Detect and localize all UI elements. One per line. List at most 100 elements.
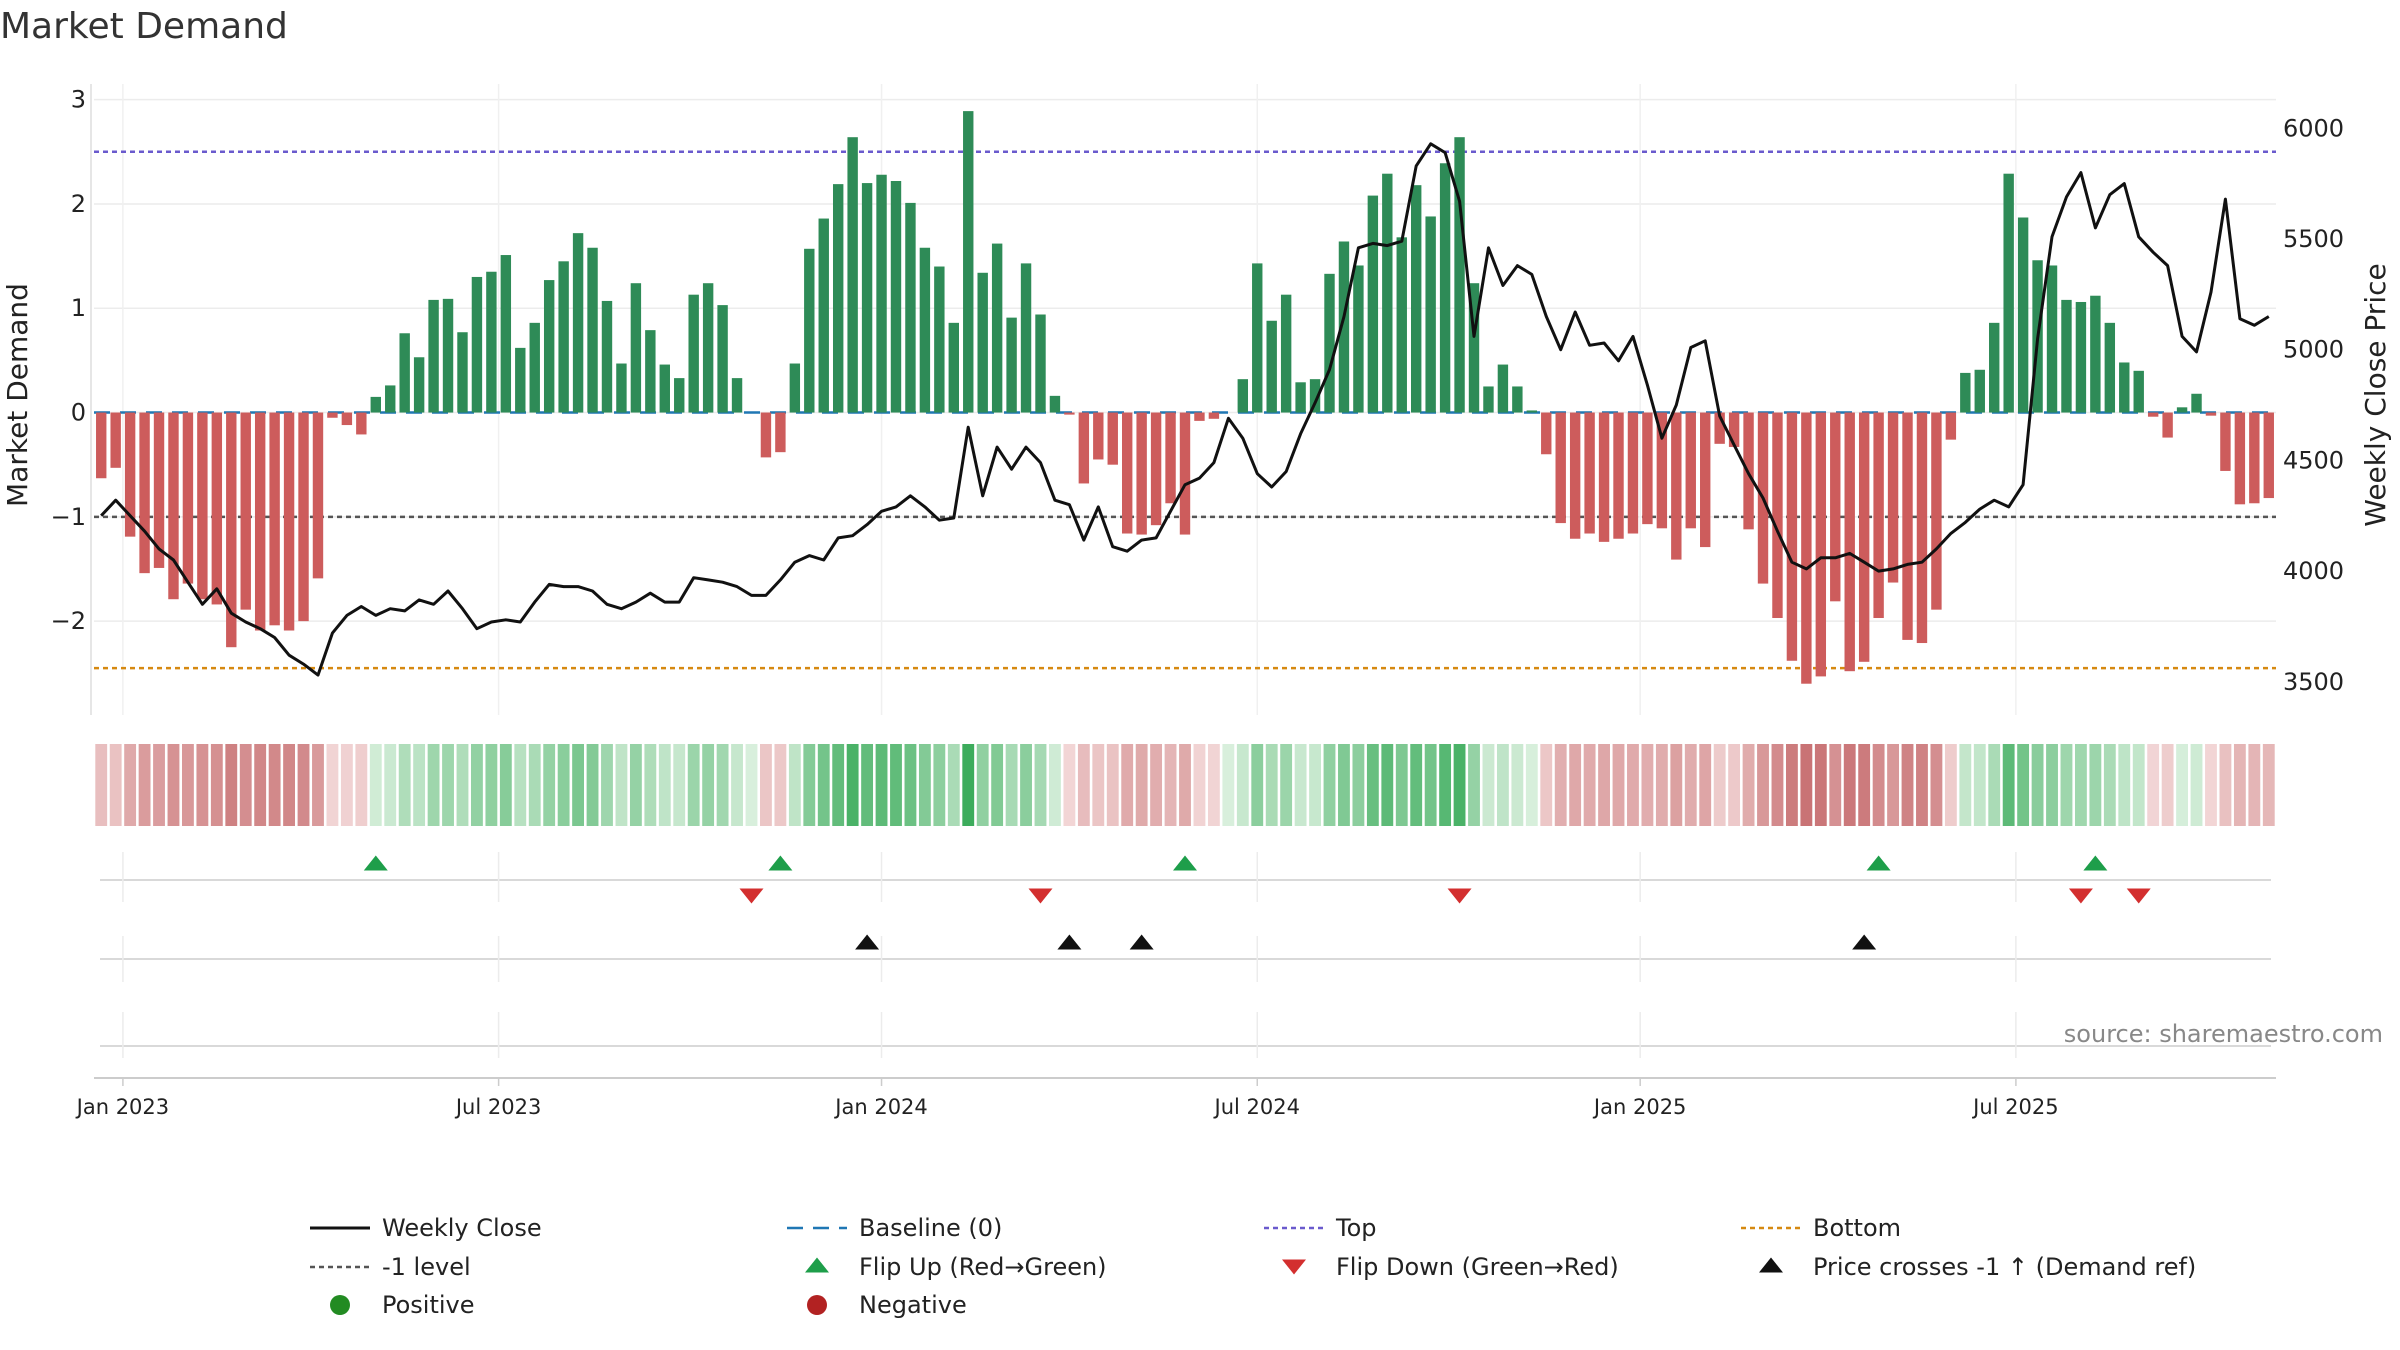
heat-cell <box>543 744 556 826</box>
demand-bar <box>1252 263 1263 413</box>
heat-cell <box>1251 744 1264 826</box>
heat-cell <box>1366 744 1379 826</box>
heat-cell <box>1381 744 1394 826</box>
heat-cell <box>210 744 223 826</box>
demand-bar <box>2147 412 2159 417</box>
heat-cell <box>1106 744 1119 826</box>
heat-cell <box>1424 744 1437 826</box>
demand-bar <box>1858 412 1870 662</box>
heat-cell <box>1988 744 2001 826</box>
heat-cell <box>1164 744 1177 826</box>
demand-bar <box>1714 412 1725 444</box>
demand-bar <box>1945 412 1957 440</box>
heat-cell <box>601 744 613 826</box>
demand-bar <box>1512 386 1523 413</box>
demand-bar <box>731 378 743 413</box>
heat-cell <box>875 744 888 826</box>
demand-bar <box>890 180 902 413</box>
y2-tick-label: 4000 <box>2283 557 2344 585</box>
demand-bar <box>717 305 728 413</box>
demand-bar <box>269 412 280 626</box>
heat-cell <box>1468 744 1480 826</box>
demand-bar <box>110 412 121 468</box>
demand-bar <box>645 330 656 413</box>
demand-bar <box>428 299 439 413</box>
heat-cell <box>2205 744 2217 826</box>
heat-cell <box>1554 744 1567 826</box>
axes: 3 2 1 0 −1 −2 6000 5500 5000 4500 4000 3500 <box>51 84 2344 715</box>
heat-cell <box>1569 744 1582 826</box>
flip-up-marker <box>1173 855 1197 871</box>
heat-cell <box>1713 744 1726 826</box>
legend-item: Price crosses -1 ↑ (Demand ref) <box>1759 1253 2196 1281</box>
legend-item: Top <box>1264 1214 1377 1242</box>
heat-cell <box>1005 744 1018 826</box>
heat-cell <box>1814 744 1827 826</box>
demand-bar <box>2119 362 2130 413</box>
demand-bar <box>847 137 858 413</box>
legend-label: Weekly Close <box>382 1214 542 1242</box>
heat-cell <box>832 744 845 826</box>
heat-cell <box>658 744 671 826</box>
demand-bar <box>1425 216 1436 413</box>
price-line <box>100 142 2270 677</box>
heat-cell <box>1077 744 1090 826</box>
heat-cell <box>398 744 411 826</box>
heat-cell <box>1525 744 1538 826</box>
demand-bar <box>471 276 483 413</box>
heat-cell <box>1959 744 1972 826</box>
heat-cell <box>2017 744 2030 826</box>
demand-bar <box>963 111 974 413</box>
heat-cell <box>1482 744 1495 826</box>
demand-bar <box>399 333 410 413</box>
demand-bar <box>1584 412 1595 534</box>
legend: Weekly Close Baseline (0) Top Bottom -1 leve… <box>310 1214 2196 1319</box>
legend-item: Flip Down (Green→Red) <box>1282 1253 1619 1281</box>
heat-cell <box>1121 744 1134 826</box>
heat-cell <box>182 744 194 826</box>
y2-tick-label: 3500 <box>2283 668 2344 696</box>
heat-cell <box>1280 744 1293 826</box>
heat-cell <box>991 744 1004 826</box>
chart-title: Market Demand <box>0 6 288 47</box>
demand-bar <box>2234 412 2246 505</box>
demand-bar <box>905 202 916 413</box>
heat-cell <box>1395 744 1408 826</box>
heat-cell <box>167 744 180 826</box>
demand-bar <box>1916 412 1928 644</box>
heat-cell <box>1612 744 1625 826</box>
heat-cell <box>1222 744 1235 826</box>
demand-bar <box>1468 283 1480 413</box>
demand-bar <box>948 322 959 413</box>
demand-bar <box>1064 412 1075 415</box>
demand-bar <box>1396 237 1407 413</box>
heat-cell <box>239 744 252 826</box>
demand-bar <box>1873 412 1884 619</box>
flip-up-marker <box>2083 855 2108 871</box>
demand-bar <box>861 183 873 413</box>
demand-bar <box>226 412 237 648</box>
legend-item: Bottom <box>1741 1214 1901 1242</box>
flip-down-marker <box>1028 888 1053 904</box>
heat-cell <box>2103 744 2116 826</box>
demand-bar <box>1020 263 1032 413</box>
heat-cell <box>1352 744 1365 826</box>
y2-tick-label: 5000 <box>2283 336 2344 364</box>
heat-cell <box>716 744 729 826</box>
legend-label: Bottom <box>1813 1214 1901 1242</box>
demand-bar <box>442 298 454 413</box>
heat-cell <box>2176 744 2188 826</box>
heat-cell <box>1207 744 1220 826</box>
demand-bar <box>934 266 945 413</box>
demand-bar <box>1179 412 1191 535</box>
legend-item: Baseline (0) <box>787 1214 1002 1242</box>
heat-cell <box>572 744 585 826</box>
demand-bar <box>312 412 324 579</box>
demand-bar <box>1656 412 1668 529</box>
legend-negative-swatch <box>807 1295 827 1315</box>
demand-bar <box>1555 412 1566 524</box>
heat-cell <box>1294 744 1307 826</box>
demand-bar <box>1830 412 1841 602</box>
heat-cell <box>442 744 454 826</box>
